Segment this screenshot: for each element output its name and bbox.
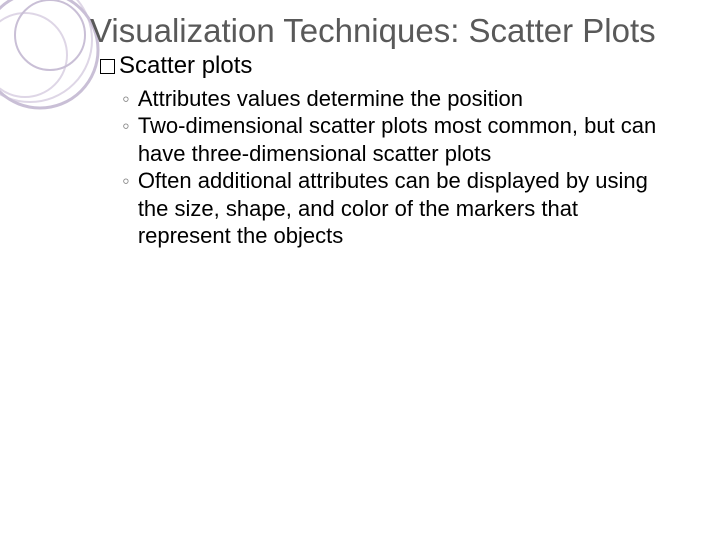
- list-item: ◦ Often additional attributes can be dis…: [122, 167, 670, 250]
- slide-content: Visualization Techniques: Scatter Plots …: [0, 0, 720, 250]
- ring-bullet-icon: ◦: [122, 112, 130, 140]
- list-item-text: Often additional attributes can be displ…: [138, 167, 670, 250]
- ring-bullet-icon: ◦: [122, 85, 130, 113]
- subheading-text: Scatter plots: [119, 52, 252, 81]
- checkbox-bullet-icon: [100, 59, 115, 74]
- list-item-text: Attributes values determine the position: [138, 85, 523, 113]
- subheading-row: Scatter plots: [100, 52, 680, 81]
- list-item-text: Two-dimensional scatter plots most commo…: [138, 112, 670, 167]
- bullet-list: ◦ Attributes values determine the positi…: [122, 85, 680, 250]
- slide-title: Visualization Techniques: Scatter Plots: [90, 12, 680, 50]
- list-item: ◦ Attributes values determine the positi…: [122, 85, 670, 113]
- list-item: ◦ Two-dimensional scatter plots most com…: [122, 112, 670, 167]
- ring-bullet-icon: ◦: [122, 167, 130, 195]
